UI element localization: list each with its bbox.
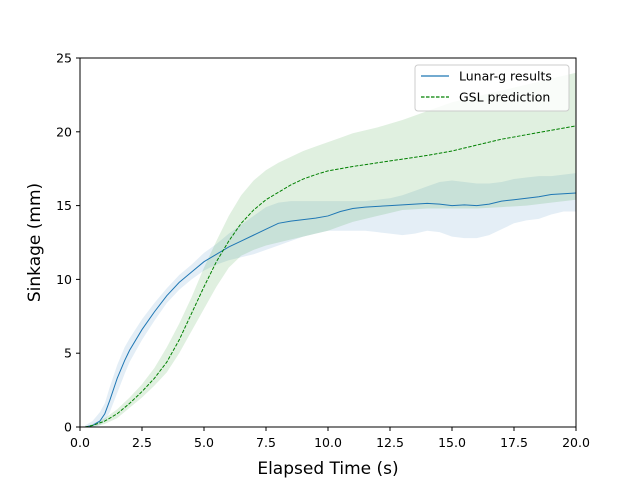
x-axis-label: Elapsed Time (s) (257, 459, 398, 479)
x-tick-label: 17.5 (500, 435, 528, 450)
x-tick-label: 10.0 (314, 435, 342, 450)
series-0-line (84, 192, 577, 428)
legend: Lunar-g results GSL prediction (414, 64, 570, 112)
y-axis-ticks: 0 5 10 15 20 25 (56, 51, 80, 435)
y-tick-label: 0 (64, 420, 72, 435)
y-tick-label: 25 (56, 51, 72, 66)
x-tick-label: 15.0 (438, 435, 466, 450)
x-tick-label: 0.0 (70, 435, 90, 450)
legend-label-lunar-g: Lunar-g results (459, 69, 552, 84)
y-tick-label: 10 (56, 272, 72, 287)
x-tick-label: 12.5 (376, 435, 404, 450)
x-tick-label: 2.5 (132, 435, 152, 450)
series-1-confidence-band (84, 72, 577, 427)
confidence-bands (84, 72, 577, 427)
x-tick-label: 7.5 (256, 435, 276, 450)
x-tick-label: 20.0 (562, 435, 590, 450)
x-tick-label: 5.0 (194, 435, 214, 450)
y-tick-label: 5 (64, 346, 72, 361)
series-lines (84, 125, 577, 428)
y-axis-label: Sinkage (mm) (25, 183, 45, 302)
legend-label-gsl: GSL prediction (459, 90, 550, 105)
legend-box (414, 64, 570, 112)
series-1-line (84, 125, 577, 428)
y-tick-label: 15 (56, 198, 72, 213)
x-axis-ticks: 0.0 2.5 5.0 7.5 10.0 12.5 15.0 17.5 20.0 (70, 427, 590, 450)
series-0-confidence-band (84, 173, 577, 427)
y-tick-label: 20 (56, 124, 72, 139)
